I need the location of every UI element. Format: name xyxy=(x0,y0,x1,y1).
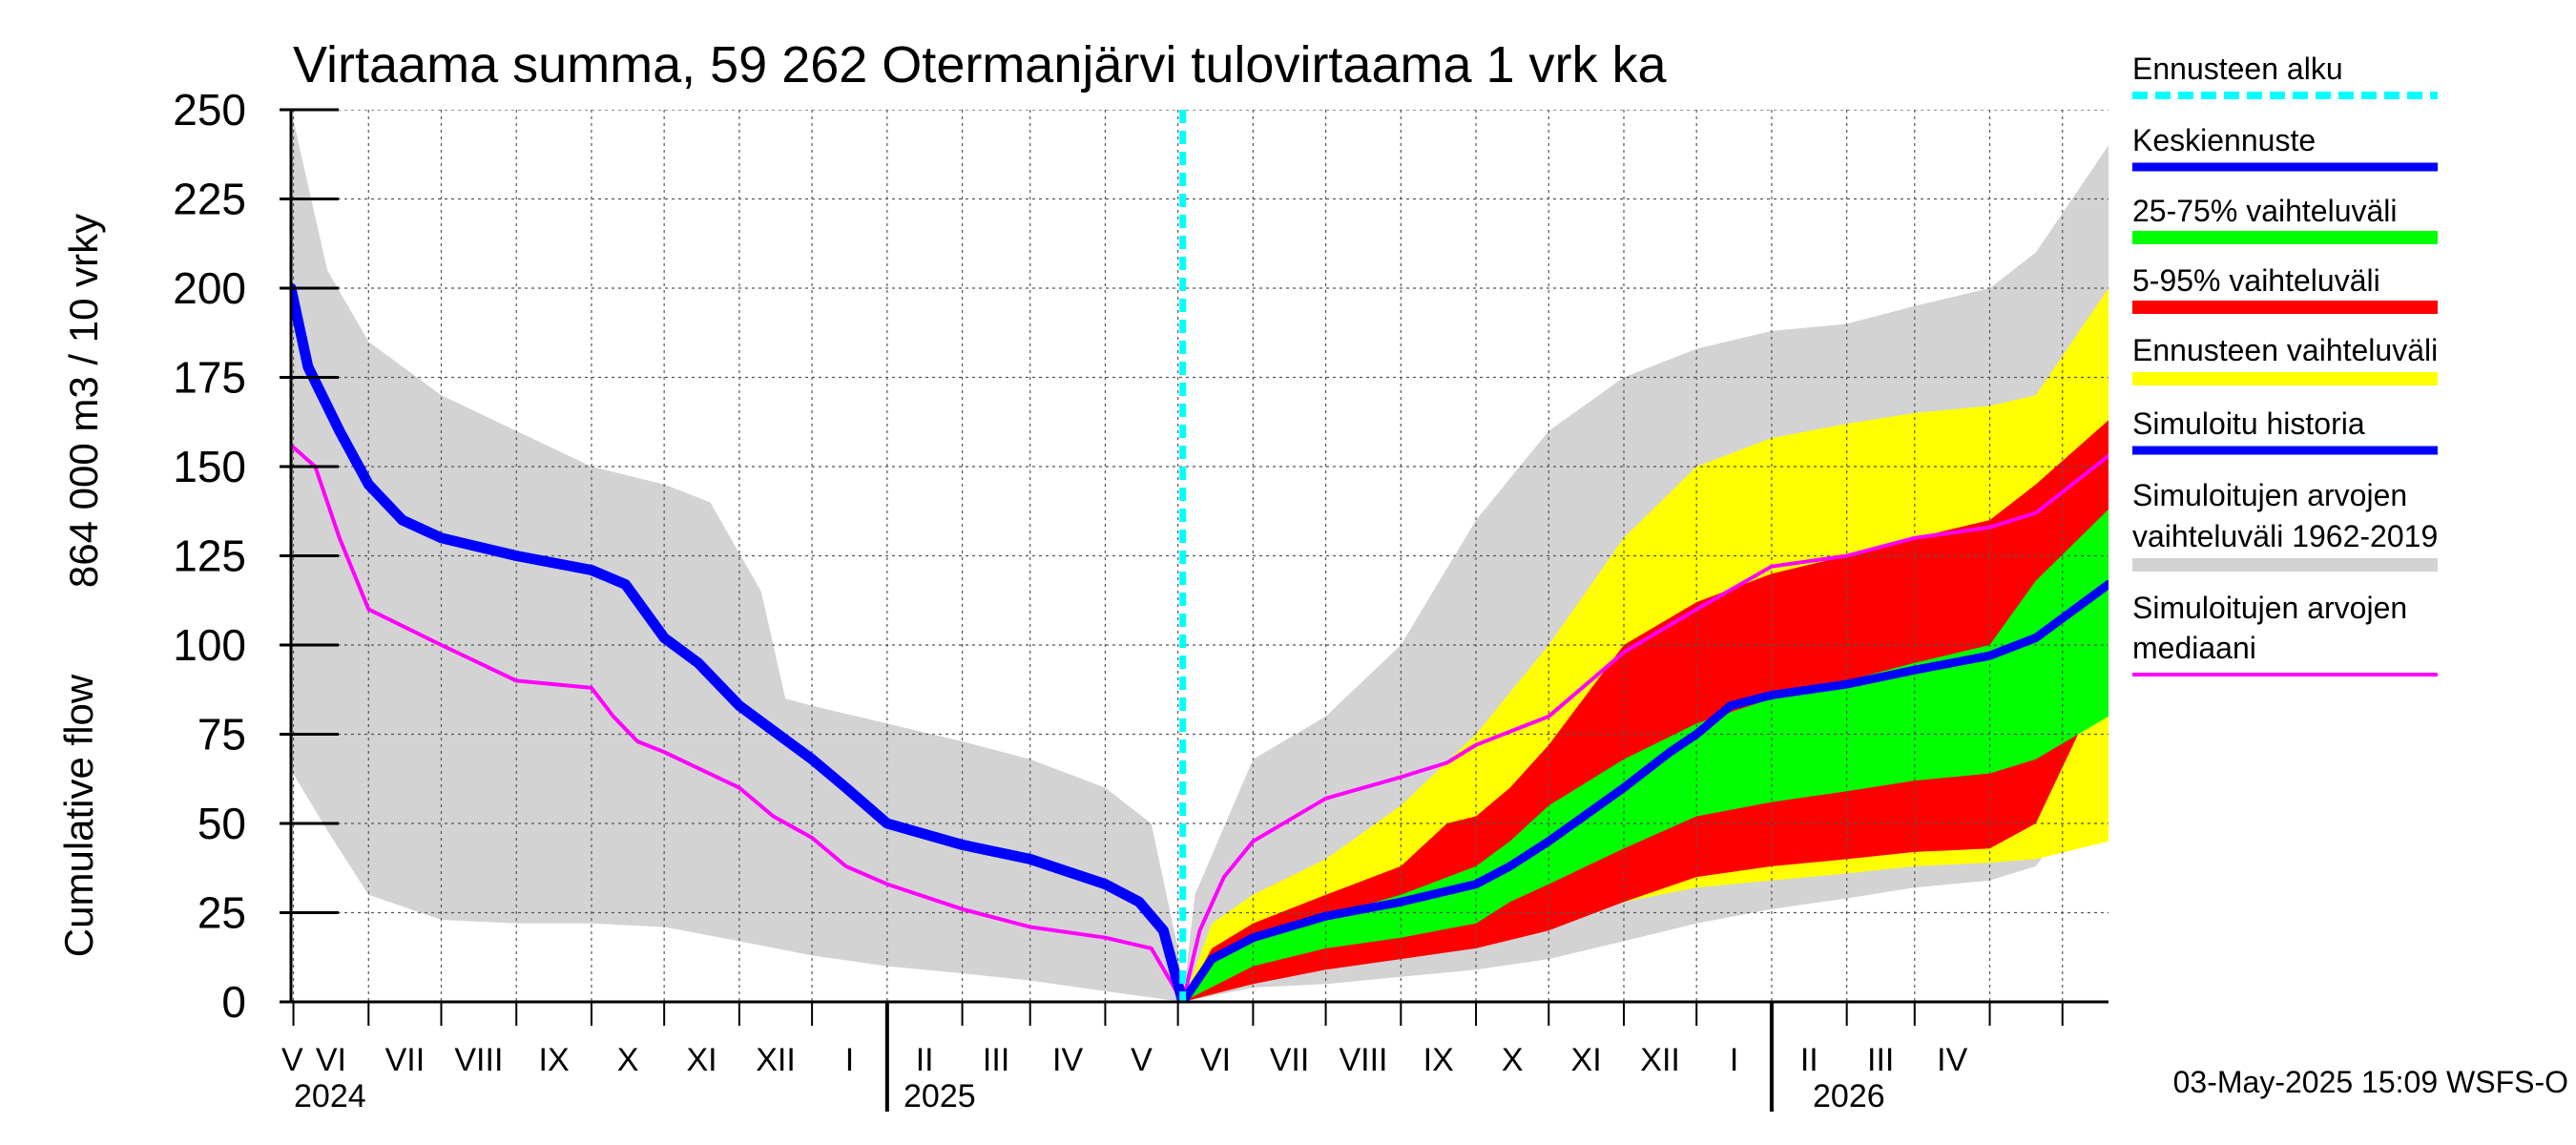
month-label-12: IV xyxy=(1052,1042,1083,1078)
y-tick-75: 75 xyxy=(197,710,246,760)
y-tick-25: 25 xyxy=(197,888,246,938)
month-label-10: II xyxy=(916,1042,934,1078)
month-label-15: VII xyxy=(1270,1042,1310,1078)
grid xyxy=(291,110,2109,1002)
year-label-2026: 2026 xyxy=(1813,1078,1885,1114)
month-label-21: I xyxy=(1730,1042,1738,1078)
month-label-13: V xyxy=(1131,1042,1153,1078)
month-label-23: III xyxy=(1867,1042,1894,1078)
chart-title: Virtaama summa, 59 262 Otermanjärvi tulo… xyxy=(293,36,1668,94)
month-label-24: IV xyxy=(1937,1042,1967,1078)
mean-forecast-line xyxy=(1178,579,2109,1002)
y-ticks: 0 25 50 75 100 125 150 175 200 250 225 xyxy=(173,85,339,1027)
year-label-2024: 2024 xyxy=(294,1078,366,1114)
legend: Ennusteen alku Keskiennuste 25-75% vaiht… xyxy=(2132,52,2438,677)
y-tick-50: 50 xyxy=(197,799,246,848)
legend-label-25-75: 25-75% vaihteluväli xyxy=(2132,194,2398,228)
percentile-5-95-band xyxy=(1182,420,2109,1002)
plot-area xyxy=(291,110,2109,1002)
percentile-25-75-band xyxy=(1182,509,2109,1002)
month-label-4: VIII xyxy=(454,1042,503,1078)
y-axis-label-bottom: Cumulative flow xyxy=(56,674,101,957)
month-label-3: VII xyxy=(385,1042,426,1078)
simulated-history-line xyxy=(291,282,1189,1002)
y-tick-250: 250 xyxy=(173,85,246,135)
month-label-16: VIII xyxy=(1339,1042,1387,1078)
timestamp: 03-May-2025 15:09 WSFS-O xyxy=(2173,1065,2568,1099)
legend-label-vaihteluvali-line1: Simuloitujen arvojen xyxy=(2132,478,2407,512)
legend-label-mediaani-line2: mediaani xyxy=(2132,631,2256,665)
month-label-5: IX xyxy=(539,1042,570,1078)
median-line xyxy=(291,443,2109,1002)
month-label-1: V xyxy=(281,1042,303,1078)
month-label-19: XI xyxy=(1571,1042,1602,1078)
y-tick-125: 125 xyxy=(173,531,246,581)
month-label-18: X xyxy=(1502,1042,1524,1078)
month-label-17: IX xyxy=(1423,1042,1454,1078)
legend-label-ennusteen-vaihteluvali: Ennusteen vaihteluväli xyxy=(2132,333,2438,367)
month-label-9: I xyxy=(845,1042,854,1078)
month-label-22: II xyxy=(1800,1042,1818,1078)
y-tick-0: 0 xyxy=(221,977,246,1027)
legend-label-keskiennuste: Keskiennuste xyxy=(2132,123,2316,157)
y-tick-150: 150 xyxy=(173,442,246,491)
month-label-11: III xyxy=(983,1042,1009,1078)
month-label-2: VI xyxy=(316,1042,346,1078)
month-label-14: VI xyxy=(1200,1042,1231,1078)
y-tick-100: 100 xyxy=(173,620,246,670)
month-labels: V VI VII VIII IX X XI XII I II III IV V … xyxy=(281,1042,1968,1078)
month-label-20: XII xyxy=(1640,1042,1680,1078)
month-label-6: X xyxy=(617,1042,639,1078)
legend-label-mediaani-line1: Simuloitujen arvojen xyxy=(2132,591,2407,625)
y-tick-225: 225 xyxy=(173,175,246,224)
x-ticks xyxy=(292,1002,2064,1112)
legend-label-simuloitu-historia: Simuloitu historia xyxy=(2132,406,2365,441)
y-tick-200: 200 xyxy=(173,263,246,313)
year-label-2025: 2025 xyxy=(904,1078,976,1114)
y-tick-175: 175 xyxy=(173,353,246,403)
y-axis-label-top: 864 000 m3 / 10 vrky xyxy=(61,214,106,588)
month-label-7: XI xyxy=(686,1042,717,1078)
legend-label-vaihteluvali-line2: vaihteluväli 1962-2019 xyxy=(2132,519,2438,553)
legend-label-ennusteen-alku: Ennusteen alku xyxy=(2132,52,2343,86)
month-label-8: XII xyxy=(756,1042,796,1078)
legend-label-5-95: 5-95% vaihteluväli xyxy=(2132,263,2380,298)
